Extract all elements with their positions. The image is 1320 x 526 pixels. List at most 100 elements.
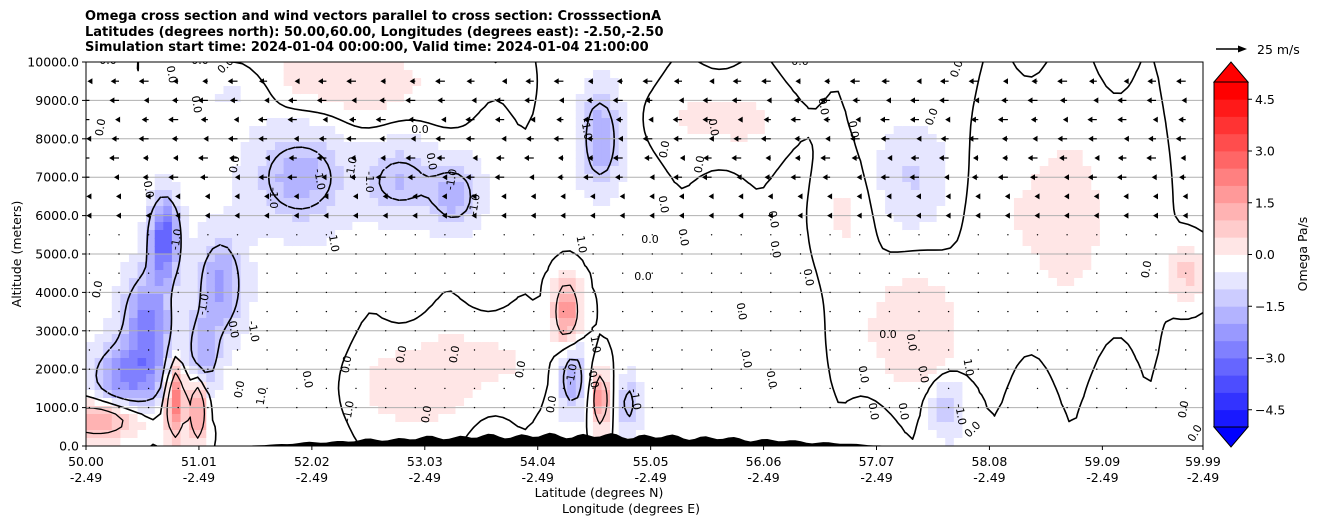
field-cell: [867, 366, 878, 375]
field-cell: [893, 78, 903, 87]
field-cell: [928, 286, 938, 295]
field-cell: [292, 350, 302, 359]
field-cell: [747, 110, 757, 119]
field-cell: [670, 422, 680, 431]
field-cell: [197, 286, 207, 295]
field-cell: [378, 182, 388, 191]
field-cell: [429, 390, 439, 399]
field-cell: [893, 318, 903, 327]
field-cell: [936, 238, 946, 247]
field-cell: [928, 302, 938, 311]
field-cell: [472, 182, 482, 191]
field-cell: [541, 374, 551, 383]
field-cell: [137, 142, 147, 151]
field-cell: [446, 302, 457, 311]
field-cell: [678, 358, 689, 367]
field-cell: [455, 86, 465, 95]
field-cell: [94, 126, 104, 135]
field-cell: [575, 62, 585, 71]
field-cell: [575, 86, 585, 95]
field-cell: [257, 270, 268, 279]
field-cell: [567, 174, 577, 183]
field-cell: [403, 406, 414, 415]
field-cell: [403, 150, 414, 159]
field-cell: [893, 62, 903, 71]
field-cell: [859, 110, 869, 119]
field-cell: [653, 398, 663, 407]
field-cell: [464, 390, 474, 399]
field-cell: [764, 142, 774, 151]
field-cell: [670, 102, 680, 111]
field-cell: [687, 174, 697, 183]
field-cell: [429, 294, 439, 303]
field-cell: [953, 78, 964, 87]
field-cell: [146, 350, 156, 359]
field-cell: [618, 286, 628, 295]
field-cell: [524, 398, 534, 407]
field-cell: [197, 310, 207, 319]
field-cell: [653, 150, 663, 159]
field-cell: [610, 262, 620, 271]
field-cell: [266, 102, 276, 111]
field-cell: [756, 166, 766, 175]
field-cell: [275, 254, 285, 263]
field-cell: [498, 214, 508, 223]
field-cell: [584, 358, 594, 367]
field-cell: [429, 334, 439, 343]
field-cell: [507, 294, 517, 303]
field-cell: [962, 414, 972, 423]
field-cell: [919, 198, 929, 207]
field-cell: [403, 310, 414, 319]
field-cell: [223, 86, 233, 95]
field-cell: [704, 430, 714, 439]
field-cell: [300, 78, 310, 87]
field-cell: [292, 254, 302, 263]
field-cell: [352, 86, 362, 95]
field-cell: [549, 62, 560, 71]
field-cell: [721, 358, 732, 367]
field-cell: [378, 102, 388, 111]
field-cell: [670, 350, 680, 359]
field-cell: [799, 310, 809, 319]
field-cell: [919, 406, 929, 415]
field-cell: [275, 86, 285, 95]
field-cell: [816, 246, 826, 255]
field-cell: [592, 222, 603, 231]
field-cell: [146, 318, 156, 327]
field-cell: [498, 374, 508, 383]
field-cell: [592, 102, 603, 111]
field-cell: [352, 294, 362, 303]
field-cell: [189, 86, 199, 95]
field-cell: [558, 414, 568, 423]
field-cell: [154, 126, 164, 135]
field-cell: [352, 222, 362, 231]
field-cell: [893, 254, 903, 263]
field-cell: [859, 206, 869, 215]
field-cell: [773, 190, 783, 199]
field-cell: [240, 214, 250, 223]
field-cell: [481, 430, 491, 439]
field-cell: [498, 94, 508, 103]
field-cell: [910, 118, 921, 127]
field-cell: [154, 238, 164, 247]
field-cell: [781, 118, 792, 127]
field-cell: [223, 166, 233, 175]
field-cell: [197, 398, 207, 407]
field-cell: [283, 270, 293, 279]
field-cell: [635, 334, 646, 343]
field-cell: [704, 382, 714, 391]
field-cell: [953, 158, 964, 167]
field-cell: [739, 270, 749, 279]
field-cell: [704, 110, 714, 119]
field-cell: [584, 142, 594, 151]
field-cell: [180, 142, 190, 151]
field-cell: [592, 182, 603, 191]
field-cell: [558, 198, 568, 207]
field-cell: [953, 102, 964, 111]
field-cell: [928, 422, 938, 431]
field-cell: [292, 150, 302, 159]
field-cell: [86, 94, 96, 103]
field-cell: [283, 118, 293, 127]
field-cell: [171, 62, 182, 71]
field-cell: [962, 350, 972, 359]
